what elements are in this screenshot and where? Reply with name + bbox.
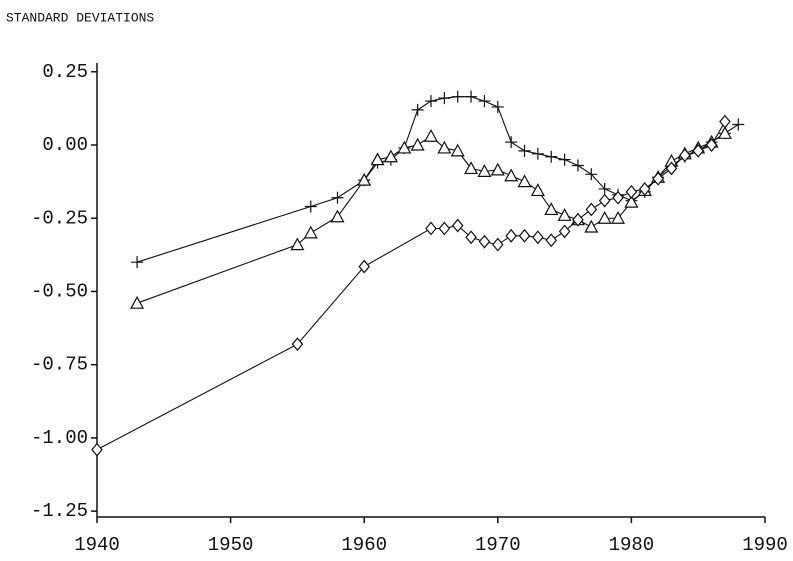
- diamond-marker: [505, 228, 517, 243]
- triangle-marker: [611, 210, 626, 224]
- triangle-marker: [383, 149, 398, 163]
- x-tick-label: 1940: [74, 534, 120, 556]
- series-line: [136, 132, 726, 304]
- triangle-marker: [450, 143, 465, 157]
- plus-marker: [558, 153, 571, 166]
- triangle-marker: [290, 237, 305, 251]
- plus-marker: [438, 92, 451, 105]
- diamond-marker: [465, 230, 477, 245]
- triangle-marker: [397, 140, 412, 154]
- diamond-marker: [585, 202, 598, 217]
- triangle-marker: [477, 164, 492, 177]
- series-line: [136, 96, 739, 263]
- plus-marker: [425, 95, 437, 108]
- triangle-marker: [557, 208, 572, 221]
- triangle-marker: [370, 152, 385, 166]
- diamond-marker: [705, 138, 718, 152]
- y-tick-label: -0.50: [31, 280, 88, 302]
- diamond-marker: [438, 221, 451, 236]
- x-tick-label: 1960: [341, 534, 387, 556]
- diamond-marker: [625, 184, 638, 199]
- plus-marker: [545, 150, 558, 163]
- triangle-marker: [624, 194, 639, 208]
- x-tick-label: 1990: [742, 534, 788, 556]
- diamond-marker: [719, 114, 731, 129]
- plus-marker: [451, 90, 464, 103]
- diamond-marker: [545, 233, 558, 248]
- plus-marker: [518, 144, 531, 157]
- diamond-marker: [665, 161, 678, 176]
- diamond-marker: [612, 190, 624, 205]
- diamond-marker: [598, 193, 611, 208]
- plus-marker: [478, 95, 491, 108]
- triangle-marker: [544, 202, 559, 216]
- y-tick-label: -0.25: [31, 207, 88, 229]
- triangle-marker: [584, 219, 599, 233]
- diamond-marker: [425, 221, 437, 236]
- plus-marker: [465, 90, 478, 103]
- diamond-marker: [652, 171, 664, 186]
- y-tick-label: -1.00: [31, 427, 88, 449]
- diamond-marker: [532, 230, 544, 245]
- y-tick-label: -0.75: [31, 354, 88, 376]
- plus-marker: [411, 103, 424, 116]
- chart-title: STANDARD DEVIATIONS: [6, 10, 154, 25]
- diamond-marker: [572, 212, 584, 227]
- plus-marker: [571, 159, 584, 172]
- triangle-marker: [437, 140, 452, 154]
- triangle-marker: [717, 126, 732, 139]
- triangle-marker: [530, 183, 545, 197]
- diamond-marker: [679, 148, 691, 163]
- plus-marker: [304, 200, 317, 213]
- triangle-marker: [504, 168, 519, 182]
- triangle-marker: [330, 209, 345, 223]
- diamond-marker: [478, 234, 491, 249]
- plus-marker: [131, 256, 144, 269]
- x-tick-label: 1950: [208, 534, 254, 556]
- plus-marker: [732, 118, 745, 131]
- triangle-marker: [130, 295, 145, 309]
- triangle-marker: [464, 161, 479, 175]
- y-tick-label: 0.25: [42, 61, 88, 83]
- diamond-marker: [692, 143, 704, 158]
- diamond-marker: [451, 218, 464, 233]
- plus-marker: [585, 168, 598, 181]
- x-tick-label: 1970: [475, 534, 521, 556]
- diamond-marker: [91, 442, 103, 457]
- triangle-marker: [517, 174, 532, 188]
- plus-marker: [531, 147, 544, 160]
- diamond-marker: [358, 259, 370, 274]
- diamond-marker: [638, 182, 651, 196]
- x-tick-label: 1980: [609, 534, 655, 556]
- triangle-marker: [410, 137, 425, 151]
- diamond-marker: [492, 237, 504, 252]
- diamond-marker: [291, 337, 304, 352]
- series-line: [96, 121, 726, 451]
- triangle-marker: [490, 162, 505, 176]
- plus-marker: [331, 191, 344, 204]
- plus-marker: [505, 136, 518, 149]
- plus-marker: [491, 100, 504, 113]
- plus-marker: [598, 182, 611, 195]
- triangle-marker: [597, 210, 612, 224]
- diamond-marker: [518, 228, 531, 243]
- triangle-marker: [357, 172, 372, 186]
- y-tick-label: 0.00: [42, 134, 88, 156]
- triangle-marker: [303, 225, 318, 239]
- diamond-marker: [558, 224, 571, 239]
- y-tick-label: -1.25: [31, 500, 88, 522]
- triangle-marker: [423, 128, 439, 142]
